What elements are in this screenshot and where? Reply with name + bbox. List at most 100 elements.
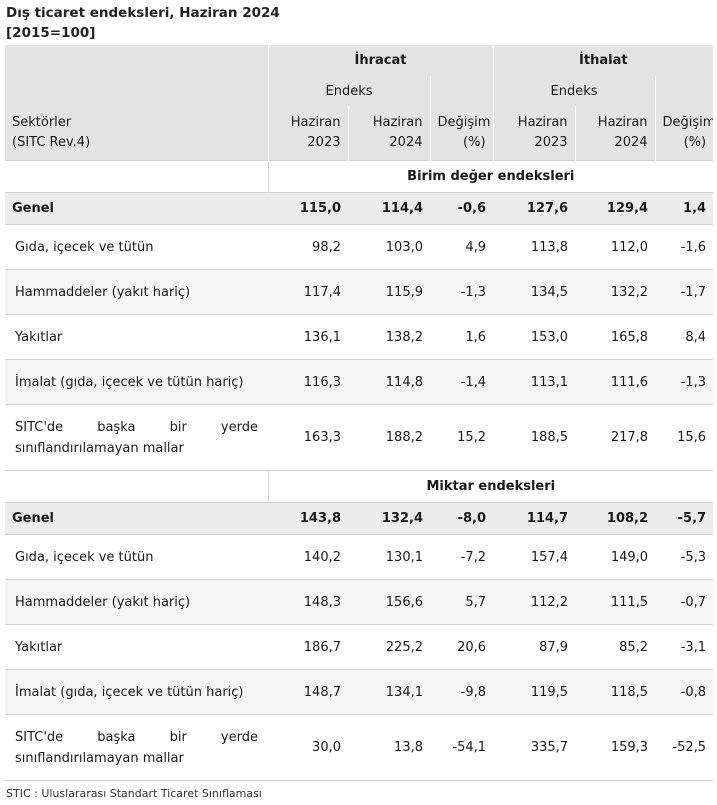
value-cell: 20,6 bbox=[430, 624, 494, 670]
value-cell: 1,4 bbox=[655, 192, 714, 225]
value-cell: 85,2 bbox=[575, 624, 656, 670]
row-label: Gıda, içecek ve tütün bbox=[5, 534, 268, 580]
value-cell: -3,1 bbox=[655, 624, 714, 670]
section-header-row: Miktar endeksleri bbox=[5, 470, 714, 503]
value-cell: 165,8 bbox=[575, 314, 656, 360]
table-row: Gıda, içecek ve tütün 140,2 130,1 -7,2 157,4… bbox=[5, 534, 714, 580]
import-change-header: Değişim (%) bbox=[654, 106, 714, 161]
value-cell: 116,3 bbox=[268, 359, 348, 405]
row-label: İmalat (gıda, içecek ve tütün hariç) bbox=[5, 669, 268, 715]
value-cell: 13,8 bbox=[348, 714, 430, 781]
value-cell: 117,4 bbox=[268, 269, 348, 315]
value-cell: 138,2 bbox=[348, 314, 430, 360]
value-cell: 5,7 bbox=[430, 579, 494, 625]
value-cell: -9,8 bbox=[430, 669, 494, 715]
value-cell: 30,0 bbox=[268, 714, 348, 781]
header-row-columns: Sektörler (SITC Rev.4) Haziran 2023 Hazi… bbox=[5, 106, 714, 161]
table-row: Hammaddeler (yakıt hariç) 148,3 156,6 5,7 11… bbox=[5, 579, 714, 625]
import-2023-header: Haziran 2023 bbox=[492, 106, 576, 161]
trade-index-table: İhracat İthalat Endeks Endeks Sektörler … bbox=[5, 45, 714, 781]
value-cell: 149,0 bbox=[575, 534, 656, 580]
row-label: Genel bbox=[5, 192, 268, 225]
value-cell: 153,0 bbox=[493, 314, 576, 360]
value-cell: 15,6 bbox=[655, 404, 714, 471]
header-blank-cell bbox=[5, 45, 268, 76]
value-cell: 87,9 bbox=[493, 624, 576, 670]
row-label: SITC'de başka bir yerde sınıflandırılama… bbox=[5, 404, 268, 471]
import-change-header-line1: Değişim bbox=[662, 115, 714, 130]
export-index-header: Endeks bbox=[267, 76, 430, 106]
value-cell: -52,5 bbox=[655, 714, 714, 781]
value-cell: 136,1 bbox=[268, 314, 348, 360]
section-blank-cell bbox=[5, 470, 268, 503]
value-cell: 148,3 bbox=[268, 579, 348, 625]
value-cell: 15,2 bbox=[430, 404, 494, 471]
value-cell: 143,8 bbox=[268, 502, 348, 535]
footnote: STIC : Uluslararası Standart Ticaret Sın… bbox=[6, 787, 262, 800]
value-cell: -54,1 bbox=[430, 714, 494, 781]
value-cell: 148,7 bbox=[268, 669, 348, 715]
value-cell: -0,7 bbox=[655, 579, 714, 625]
value-cell: -7,2 bbox=[430, 534, 494, 580]
export-change-header-line1: Değişim bbox=[437, 115, 491, 130]
value-cell: 114,8 bbox=[348, 359, 430, 405]
value-cell: 159,3 bbox=[575, 714, 656, 781]
value-cell: -1,6 bbox=[655, 224, 714, 270]
value-cell: 156,6 bbox=[348, 579, 430, 625]
export-change-header: Değişim (%) bbox=[429, 106, 494, 161]
value-cell: 1,6 bbox=[430, 314, 494, 360]
value-cell: 188,2 bbox=[348, 404, 430, 471]
value-cell: 111,5 bbox=[575, 579, 656, 625]
genel-row: Genel 115,0 114,4 -0,6 127,6 129,4 1,4 bbox=[5, 192, 714, 225]
value-cell: 113,1 bbox=[493, 359, 576, 405]
value-cell: -1,3 bbox=[655, 359, 714, 405]
section-blank-cell bbox=[5, 160, 268, 193]
table-row: İmalat (gıda, içecek ve tütün hariç) 116,… bbox=[5, 359, 714, 405]
value-cell: 140,2 bbox=[268, 534, 348, 580]
value-cell: 115,9 bbox=[348, 269, 430, 315]
value-cell: 114,7 bbox=[493, 502, 576, 535]
row-label: Yakıtlar bbox=[5, 314, 268, 360]
row-label: SITC'de başka bir yerde sınıflandırılama… bbox=[5, 714, 268, 781]
header-blank-cell bbox=[5, 76, 268, 106]
value-cell: -0,8 bbox=[655, 669, 714, 715]
export-change-header-line2: (%) bbox=[463, 135, 486, 150]
value-cell: 132,2 bbox=[575, 269, 656, 315]
table-row: Hammaddeler (yakıt hariç) 117,4 115,9 -1,3 1… bbox=[5, 269, 714, 315]
page-subtitle: [2015=100] bbox=[6, 25, 96, 41]
table-row: Yakıtlar 136,1 138,2 1,6 153,0 165,8 8,4 bbox=[5, 314, 714, 360]
section-header-row: Birim değer endeksleri bbox=[5, 160, 714, 193]
row-label: Yakıtlar bbox=[5, 624, 268, 670]
value-cell: -5,7 bbox=[655, 502, 714, 535]
value-cell: 188,5 bbox=[493, 404, 576, 471]
import-2023-header-line1: Haziran bbox=[517, 115, 568, 130]
row-label: Hammaddeler (yakıt hariç) bbox=[5, 579, 268, 625]
table-row: SITC'de başka bir yerde sınıflandırılama… bbox=[5, 404, 714, 471]
import-2024-header-line1: Haziran bbox=[597, 115, 648, 130]
import-change-header-line2: (%) bbox=[683, 135, 707, 150]
value-cell: 112,0 bbox=[575, 224, 656, 270]
sector-header-line2: (SITC Rev.4) bbox=[12, 135, 91, 150]
import-group-header: İthalat bbox=[492, 45, 714, 76]
value-cell: 127,6 bbox=[493, 192, 576, 225]
page-title: Dış ticaret endeksleri, Haziran 2024 bbox=[6, 5, 280, 21]
table-row: Yakıtlar 186,7 225,2 20,6 87,9 85,2 -3,1 bbox=[5, 624, 714, 670]
value-cell: 98,2 bbox=[268, 224, 348, 270]
export-2024-header: Haziran 2024 bbox=[347, 106, 430, 161]
sector-header-line1: Sektörler bbox=[12, 115, 72, 130]
value-cell: 129,4 bbox=[575, 192, 656, 225]
export-2023-header-line1: Haziran bbox=[290, 115, 341, 130]
value-cell: 335,7 bbox=[493, 714, 576, 781]
export-2024-header-line2: 2024 bbox=[389, 135, 423, 150]
value-cell: 130,1 bbox=[348, 534, 430, 580]
import-2023-header-line2: 2023 bbox=[534, 135, 568, 150]
value-cell: 163,3 bbox=[268, 404, 348, 471]
value-cell: -1,4 bbox=[430, 359, 494, 405]
header-blank-cell bbox=[429, 76, 494, 106]
table-row: Gıda, içecek ve tütün 98,2 103,0 4,9 113,8 11… bbox=[5, 224, 714, 270]
row-label: Gıda, içecek ve tütün bbox=[5, 224, 268, 270]
value-cell: -8,0 bbox=[430, 502, 494, 535]
export-2023-header: Haziran 2023 bbox=[267, 106, 348, 161]
value-cell: 4,9 bbox=[430, 224, 494, 270]
value-cell: -0,6 bbox=[430, 192, 494, 225]
